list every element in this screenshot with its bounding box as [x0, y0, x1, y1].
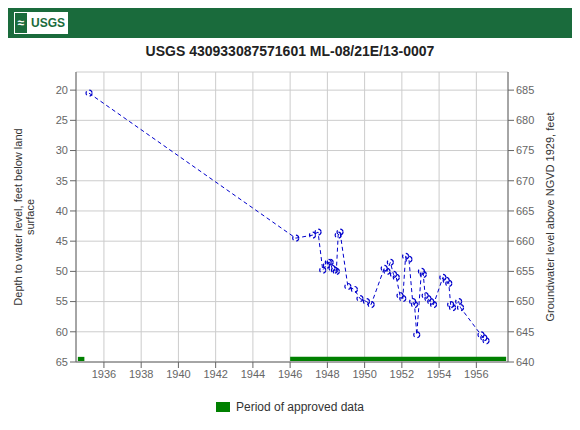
svg-text:1950: 1950 [352, 368, 376, 380]
svg-text:1946: 1946 [278, 368, 302, 380]
svg-text:40: 40 [56, 205, 68, 217]
svg-text:1944: 1944 [241, 368, 265, 380]
svg-text:640: 640 [516, 356, 534, 368]
svg-text:660: 660 [516, 235, 534, 247]
html-text:Period of approved data: Period of approved data [236, 400, 364, 414]
html-text:USGS 430933087571601 ML-08/21E: USGS 430933087571601 ML-08/21E/13-0007 [145, 43, 435, 59]
html-text:USGS: USGS [31, 16, 65, 30]
svg-text:650: 650 [516, 295, 534, 307]
svg-text:1942: 1942 [203, 368, 227, 380]
svg-text:50: 50 [56, 265, 68, 277]
svg-text:Groundwater level above NGVD 1: Groundwater level above NGVD 1929, feet [544, 112, 556, 321]
svg-text:25: 25 [56, 114, 68, 126]
svg-text:55: 55 [56, 295, 68, 307]
svg-text:675: 675 [516, 144, 534, 156]
svg-text:1940: 1940 [166, 368, 190, 380]
svg-text:685: 685 [516, 84, 534, 96]
svg-text:680: 680 [516, 114, 534, 126]
svg-text:1956: 1956 [464, 368, 488, 380]
svg-text:45: 45 [56, 235, 68, 247]
svg-text:645: 645 [516, 326, 534, 338]
svg-text:20: 20 [56, 84, 68, 96]
svg-text:670: 670 [516, 175, 534, 187]
svg-text:30: 30 [56, 144, 68, 156]
svg-text:60: 60 [56, 326, 68, 338]
svg-text:1952: 1952 [390, 368, 414, 380]
svg-text:1938: 1938 [129, 368, 153, 380]
svg-text:1948: 1948 [315, 368, 339, 380]
svg-text:65: 65 [56, 356, 68, 368]
svg-text:655: 655 [516, 265, 534, 277]
svg-text:35: 35 [56, 175, 68, 187]
svg-text:1954: 1954 [427, 368, 451, 380]
svg-text:665: 665 [516, 205, 534, 217]
svg-text:Depth to water level, feet bel: Depth to water level, feet below landsur… [12, 128, 36, 305]
svg-text:1936: 1936 [92, 368, 116, 380]
